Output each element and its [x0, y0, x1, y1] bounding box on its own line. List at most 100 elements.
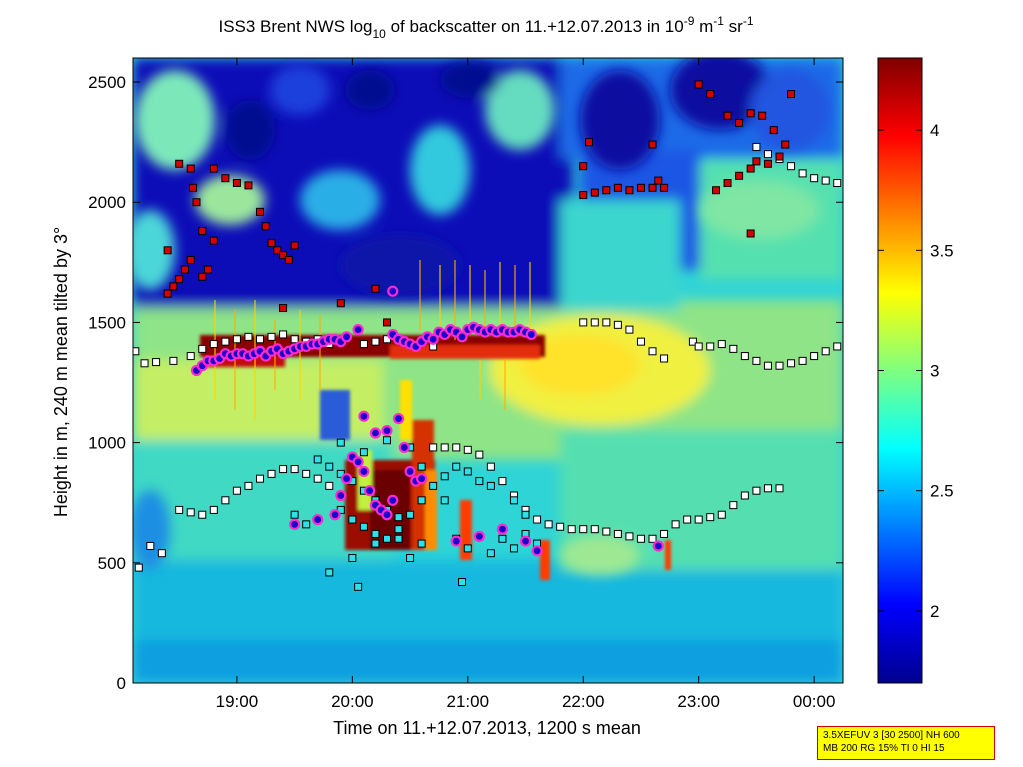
layer-marker-circle — [329, 509, 341, 521]
layer-marker-square — [602, 318, 611, 327]
colorbar-tick-label: 3.5 — [930, 241, 954, 260]
layer-marker-square — [746, 109, 755, 118]
layer-marker-square — [175, 275, 184, 284]
layer-marker-square — [371, 539, 380, 548]
layer-marker-square — [157, 549, 166, 558]
layer-marker-square — [781, 140, 790, 149]
layer-marker-circle — [387, 285, 399, 297]
layer-marker-square — [255, 335, 264, 344]
layer-marker-square — [290, 335, 299, 344]
layer-marker-square — [325, 481, 334, 490]
layer-marker-square — [232, 179, 241, 187]
colorbar-axis: 2 2.5 3 3.5 4 — [878, 121, 954, 621]
layer-marker-square — [579, 162, 588, 171]
layer-marker-square — [694, 342, 703, 351]
layer-marker-circle — [340, 473, 353, 485]
layer-marker-square — [394, 525, 403, 534]
title-superscript-1: -9 — [684, 14, 695, 28]
layer-marker-square — [706, 90, 715, 99]
layer-marker-square — [787, 162, 796, 171]
layer-marker-square — [654, 176, 663, 185]
layer-marker-square — [660, 529, 669, 538]
title-part-3: m — [694, 17, 713, 36]
y-tick-label: 1000 — [88, 434, 126, 453]
layer-marker-circle — [387, 494, 399, 506]
layer-marker-square — [648, 534, 657, 543]
layer-marker-square — [440, 496, 449, 505]
layer-marker-square — [417, 496, 426, 505]
x-tick-label: 20:00 — [331, 692, 374, 711]
chart-markers — [133, 80, 842, 591]
layer-marker-square — [752, 142, 761, 151]
layer-marker-square — [394, 513, 403, 522]
layer-marker-square — [544, 520, 553, 529]
layer-marker-square — [729, 501, 738, 510]
layer-marker-square — [763, 484, 772, 493]
layer-marker-square — [509, 496, 518, 505]
layer-marker-square — [798, 356, 807, 365]
layer-marker-square — [763, 361, 772, 370]
info-line-1: 3.5XEFUV 3 [30 2500] NH 600 — [823, 730, 960, 741]
layer-marker-square — [394, 534, 403, 543]
layer-marker-square — [660, 183, 669, 192]
layer-marker-square — [763, 159, 772, 168]
layer-marker-square — [694, 515, 703, 524]
layer-marker-square — [486, 481, 495, 490]
layer-marker-square — [602, 527, 611, 536]
chart-title: ISS3 Brent NWS log10 of backscatter on 1… — [218, 14, 753, 41]
layer-marker-square — [585, 138, 594, 147]
layer-marker-square — [625, 532, 634, 541]
layer-marker-square — [787, 90, 796, 99]
layer-marker-square — [533, 515, 542, 524]
layer-marker-square — [579, 318, 588, 327]
layer-marker-square — [735, 171, 744, 180]
y-axis: 0 500 1000 1500 2000 2500 — [88, 73, 843, 693]
layer-marker-circle — [352, 324, 364, 336]
layer-marker-square — [556, 522, 565, 531]
y-tick-label: 2000 — [88, 193, 126, 212]
layer-marker-square — [180, 265, 189, 274]
layer-marker-circle — [519, 535, 532, 547]
layer-marker-square — [406, 554, 415, 562]
layer-marker-square — [440, 443, 449, 452]
layer-marker-square — [232, 335, 241, 344]
layer-marker-square — [302, 469, 311, 478]
colorbar-tick-label: 2 — [930, 602, 939, 621]
layer-marker-square — [567, 525, 576, 534]
layer-marker-square — [723, 179, 732, 187]
layer-marker-square — [452, 443, 461, 452]
layer-marker-square — [325, 462, 334, 471]
layer-marker-square — [302, 520, 311, 529]
layer-marker-square — [509, 544, 518, 553]
layer-marker-square — [763, 150, 772, 159]
layer-marker-circle — [358, 410, 370, 422]
layer-marker-square — [688, 337, 697, 346]
layer-marker-square — [723, 111, 732, 120]
layer-marker-square — [284, 255, 293, 264]
title-part-1: ISS3 Brent NWS log — [218, 17, 372, 36]
layer-marker-square — [133, 347, 140, 356]
layer-marker-square — [613, 183, 622, 192]
layer-marker-square — [279, 330, 288, 339]
layer-marker-square — [406, 510, 415, 519]
layer-marker-square — [244, 332, 253, 341]
x-axis: 19:00 20:00 21:00 22:00 23:00 00:00 — [216, 58, 836, 711]
layer-marker-circle — [312, 513, 324, 526]
x-tick-label: 22:00 — [562, 692, 605, 711]
layer-marker-square — [648, 347, 657, 356]
layer-marker-square — [163, 246, 172, 255]
layer-marker-square — [821, 176, 830, 185]
layer-marker-circle — [450, 535, 462, 547]
layer-marker-square — [746, 229, 755, 238]
x-tick-label: 00:00 — [793, 692, 836, 711]
layer-marker-square — [706, 513, 715, 522]
layer-marker-square — [232, 486, 241, 495]
layer-marker-square — [683, 515, 692, 524]
layer-marker-square — [186, 164, 195, 173]
layer-marker-square — [602, 186, 611, 195]
layer-marker-square — [498, 477, 507, 486]
layer-marker-square — [775, 361, 784, 370]
layer-marker-square — [833, 179, 842, 187]
title-part-4: sr — [724, 17, 743, 36]
layer-marker-square — [221, 496, 230, 505]
